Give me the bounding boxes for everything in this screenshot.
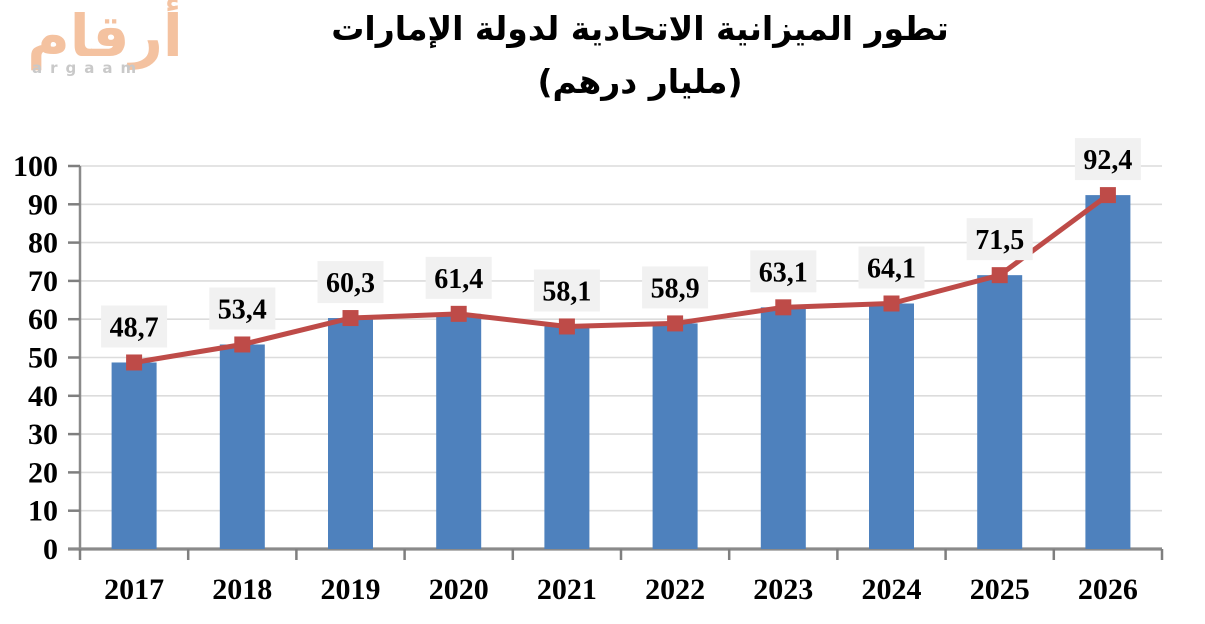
y-axis-label-0: 0: [43, 533, 58, 566]
bar-2026: [1085, 195, 1131, 549]
y-axis-label-30: 30: [28, 418, 58, 451]
line-marker-2024: [883, 295, 900, 312]
line-marker-2025: [991, 267, 1008, 284]
x-axis-label-2026: 2026: [1078, 573, 1138, 606]
argaam-logo-latin-wordmark: argaam: [32, 59, 145, 77]
line-marker-2021: [558, 318, 575, 335]
x-axis-label-2024: 2024: [862, 573, 922, 606]
chart-title: تطور الميزانية الاتحادية لدولة الإمارات …: [40, 2, 1205, 108]
data-label-box-2019: [317, 261, 384, 304]
data-label-box-2021: [533, 269, 600, 312]
bar-2018: [219, 344, 265, 549]
data-label-2024: 64,1: [867, 253, 916, 284]
bar-2025: [977, 275, 1023, 549]
bar-2020: [436, 313, 482, 549]
argaam-logo-arabic-wordmark: أرقام: [27, 2, 183, 70]
line-marker-2023: [775, 299, 792, 316]
x-axis-label-2023: 2023: [753, 573, 813, 606]
bar-2022: [652, 323, 698, 549]
data-label-box-2020: [425, 256, 492, 299]
x-axis-label-2019: 2019: [321, 573, 381, 606]
x-axis-label-2018: 2018: [212, 573, 272, 606]
y-axis-label-20: 20: [28, 456, 58, 489]
budget-line: [131, 192, 1111, 365]
data-label-box-2026: [1074, 138, 1141, 181]
data-label-box-2017: [101, 305, 168, 348]
bar-2017: [111, 362, 157, 549]
data-label-2023: 63,1: [759, 257, 808, 288]
y-axis-label-50: 50: [28, 342, 58, 375]
argaam-logo: أرقام argaam: [10, 2, 210, 97]
bar-2024: [869, 303, 914, 549]
bar-2021: [544, 326, 590, 549]
x-axis-label-2022: 2022: [645, 573, 705, 606]
data-label-2025: 71,5: [975, 225, 1024, 256]
data-label-box-2018: [209, 287, 276, 330]
data-label-box-2023: [750, 250, 817, 293]
data-label-2019: 60,3: [326, 268, 375, 299]
y-axis-label-100: 100: [13, 150, 58, 183]
data-label-2026: 92,4: [1083, 145, 1132, 176]
y-axis-label-90: 90: [28, 188, 58, 221]
line-marker-2020: [450, 305, 467, 322]
data-label-box-2022: [642, 266, 709, 309]
line-marker-2017: [126, 354, 143, 371]
data-label-2018: 53,4: [218, 294, 267, 325]
line-marker-2022: [667, 315, 684, 332]
data-label-2017: 48,7: [110, 312, 159, 343]
data-label-box-2025: [966, 218, 1033, 261]
data-label-2021: 58,1: [542, 276, 591, 307]
y-axis-label-70: 70: [28, 265, 58, 298]
y-axis-label-40: 40: [28, 380, 58, 413]
bar-2019: [328, 318, 373, 549]
x-axis-label-2021: 2021: [537, 573, 597, 606]
x-axis-label-2020: 2020: [429, 573, 489, 606]
data-label-2022: 58,9: [651, 273, 700, 304]
y-axis-label-60: 60: [28, 303, 58, 336]
y-axis-label-10: 10: [28, 495, 58, 528]
chart-title-line2: (مليار درهم): [537, 62, 743, 101]
line-marker-2018: [234, 336, 251, 353]
line-marker-2019: [342, 310, 359, 327]
line-marker-2026: [1099, 187, 1116, 204]
x-axis-label-2017: 2017: [104, 573, 164, 606]
x-axis-label-2025: 2025: [970, 573, 1030, 606]
y-axis-label-80: 80: [28, 227, 58, 260]
chart-title-line1: تطور الميزانية الاتحادية لدولة الإمارات: [331, 9, 949, 48]
bar-2023: [760, 307, 806, 549]
data-label-2020: 61,4: [434, 264, 483, 295]
data-label-box-2024: [858, 246, 925, 289]
